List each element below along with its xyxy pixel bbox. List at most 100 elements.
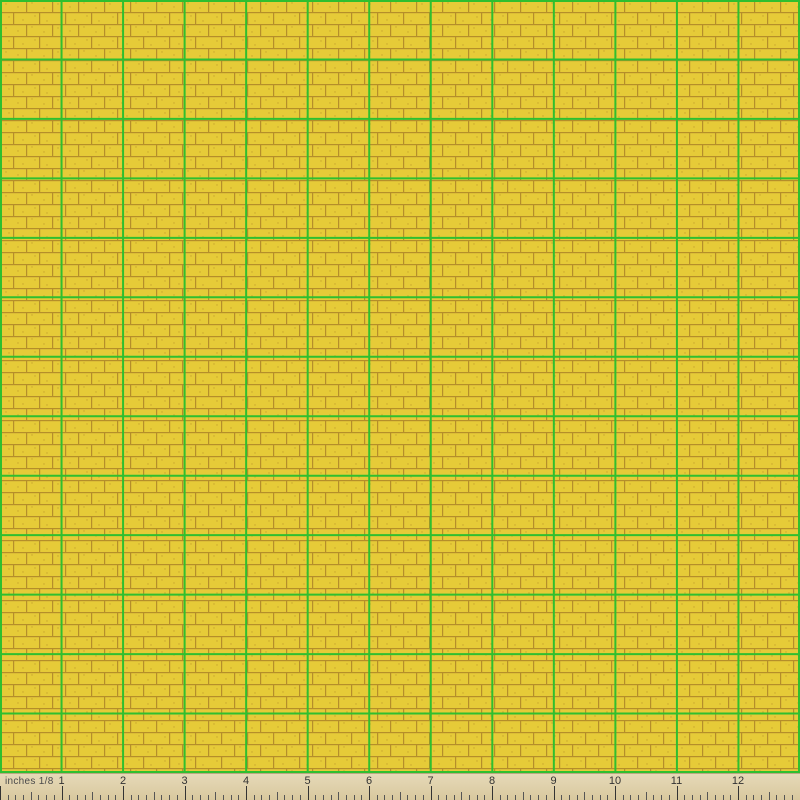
ruler-tick bbox=[515, 795, 516, 800]
ruler-tick bbox=[723, 795, 724, 800]
ruler-tick bbox=[208, 795, 209, 800]
ruler-tick bbox=[300, 795, 301, 800]
ruler-tick bbox=[400, 792, 401, 800]
ruler-tick bbox=[692, 795, 693, 800]
ruler-tick bbox=[477, 795, 478, 800]
ruler-tick bbox=[146, 795, 147, 800]
ruler-tick bbox=[569, 795, 570, 800]
ruler-tick bbox=[461, 792, 462, 800]
ruler-tick bbox=[369, 786, 370, 800]
ruler-tick bbox=[623, 795, 624, 800]
ruler-tick bbox=[561, 795, 562, 800]
ruler-tick bbox=[277, 792, 278, 800]
ruler-tick bbox=[407, 795, 408, 800]
ruler-tick bbox=[323, 795, 324, 800]
ruler-tick bbox=[115, 795, 116, 800]
ruler-tick bbox=[261, 795, 262, 800]
ruler-tick bbox=[354, 795, 355, 800]
ruler-tick bbox=[469, 795, 470, 800]
ruler-tick bbox=[661, 795, 662, 800]
ruler-tick bbox=[331, 795, 332, 800]
ruler-tick bbox=[677, 786, 678, 800]
ruler-tick bbox=[546, 795, 547, 800]
ruler-tick bbox=[231, 795, 232, 800]
ruler-tick bbox=[492, 786, 493, 800]
ruler-tick bbox=[62, 786, 63, 800]
ruler-tick bbox=[0, 786, 1, 800]
ruler-tick bbox=[215, 792, 216, 800]
ruler-tick bbox=[700, 795, 701, 800]
ruler-tick-label: 12 bbox=[732, 775, 744, 787]
ruler-tick bbox=[246, 786, 247, 800]
ruler-tick bbox=[138, 795, 139, 800]
ruler-tick bbox=[554, 786, 555, 800]
pattern-area bbox=[0, 0, 800, 773]
ruler-tick-label: 5 bbox=[304, 775, 310, 787]
ruler-tick bbox=[423, 795, 424, 800]
ruler-tick bbox=[177, 795, 178, 800]
ruler-tick bbox=[192, 795, 193, 800]
ruler-tick bbox=[100, 795, 101, 800]
ruler-tick bbox=[538, 795, 539, 800]
ruler-tick bbox=[392, 795, 393, 800]
ruler-tick bbox=[154, 792, 155, 800]
ruler-tick bbox=[584, 792, 585, 800]
ruler-tick bbox=[653, 795, 654, 800]
ruler-tick bbox=[454, 795, 455, 800]
ruler-tick bbox=[431, 786, 432, 800]
ruler-tick bbox=[707, 792, 708, 800]
ruler-tick bbox=[607, 795, 608, 800]
ruler-tick bbox=[638, 795, 639, 800]
ruler-tick bbox=[600, 795, 601, 800]
ruler-tick-label: 10 bbox=[609, 775, 621, 787]
ruler-tick bbox=[484, 795, 485, 800]
ruler-tick bbox=[92, 792, 93, 800]
ruler-tick bbox=[15, 795, 16, 800]
ruler-tick bbox=[630, 795, 631, 800]
ruler-tick bbox=[530, 795, 531, 800]
ruler-tick bbox=[223, 795, 224, 800]
ruler-tick bbox=[507, 795, 508, 800]
ruler-tick-label: 2 bbox=[120, 775, 126, 787]
ruler-tick bbox=[292, 795, 293, 800]
ruler-tick bbox=[669, 795, 670, 800]
ruler-tick-label: 3 bbox=[181, 775, 187, 787]
ruler-tick bbox=[753, 795, 754, 800]
ruler-tick-label: 1 bbox=[58, 775, 64, 787]
ruler-tick bbox=[77, 795, 78, 800]
ruler-tick bbox=[784, 795, 785, 800]
ruler-tick bbox=[361, 795, 362, 800]
ruler-tick bbox=[38, 795, 39, 800]
ruler-tick bbox=[715, 795, 716, 800]
ruler-tick bbox=[500, 795, 501, 800]
ruler-tick bbox=[761, 795, 762, 800]
ruler-tick-label: 4 bbox=[243, 775, 249, 787]
ruler-tick bbox=[254, 795, 255, 800]
brick-texture bbox=[0, 0, 800, 773]
ruler-tick bbox=[738, 786, 739, 800]
ruler-tick bbox=[169, 795, 170, 800]
ruler-tick bbox=[615, 786, 616, 800]
ruler-tick-label: 9 bbox=[550, 775, 556, 787]
ruler-tick bbox=[69, 795, 70, 800]
ruler-tick bbox=[238, 795, 239, 800]
ruler-tick bbox=[776, 795, 777, 800]
ruler-tick bbox=[185, 786, 186, 800]
canvas: inches 1/8 123456789101112 bbox=[0, 0, 800, 800]
ruler-tick bbox=[315, 795, 316, 800]
ruler-tick bbox=[523, 792, 524, 800]
ruler-tick bbox=[346, 795, 347, 800]
ruler-tick bbox=[123, 786, 124, 800]
ruler-tick bbox=[54, 795, 55, 800]
ruler-tick bbox=[592, 795, 593, 800]
ruler-tick bbox=[131, 795, 132, 800]
ruler-tick bbox=[746, 795, 747, 800]
ruler-tick bbox=[769, 792, 770, 800]
ruler-tick bbox=[31, 792, 32, 800]
ruler-tick-label: 7 bbox=[427, 775, 433, 787]
ruler-tick bbox=[730, 795, 731, 800]
ruler-tick bbox=[200, 795, 201, 800]
ruler-tick bbox=[384, 795, 385, 800]
ruler-tick-label: 11 bbox=[671, 775, 682, 787]
ruler-tick bbox=[577, 795, 578, 800]
